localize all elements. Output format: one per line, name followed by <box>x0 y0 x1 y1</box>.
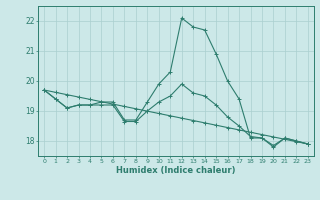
X-axis label: Humidex (Indice chaleur): Humidex (Indice chaleur) <box>116 166 236 175</box>
